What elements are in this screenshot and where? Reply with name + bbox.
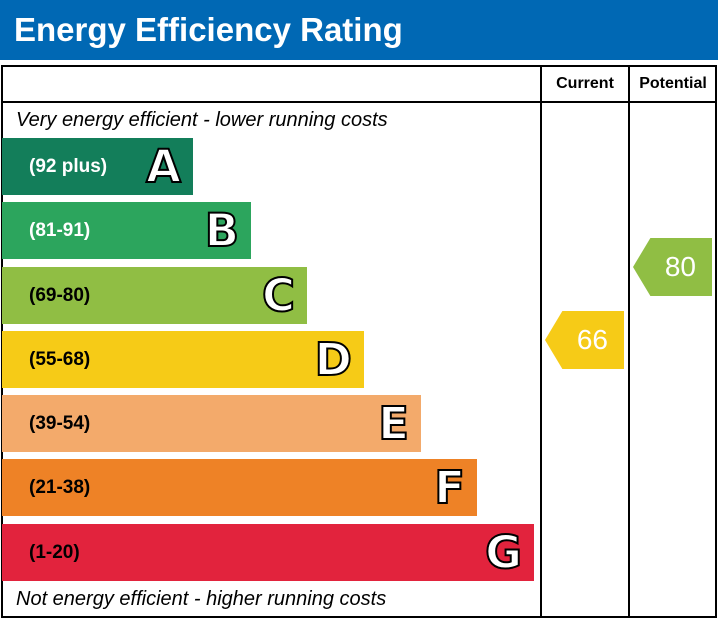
column-divider [540, 65, 542, 618]
potential-rating-arrow: 80 [633, 238, 712, 296]
band-range: (55-68) [29, 348, 91, 370]
band-letter: E [377, 396, 410, 451]
band-bar-e: (39-54) E [2, 395, 421, 452]
current-rating-value: 66 [576, 324, 608, 355]
band-range: (69-80) [29, 284, 91, 306]
band-range: (1-20) [29, 541, 80, 563]
band-range: (92 plus) [29, 155, 108, 177]
column-divider [628, 65, 630, 618]
band-range: (81-91) [29, 219, 91, 241]
bottom-note: Not energy efficient - higher running co… [16, 588, 387, 610]
band-bar-a: (92 plus) A [2, 138, 193, 195]
band-letter: F [433, 460, 466, 515]
band-letter: C [261, 268, 296, 323]
band-bar-f: (21-38) F [2, 459, 477, 516]
band-bar-b: (81-91) B [2, 202, 251, 259]
top-note: Very energy efficient - lower running co… [16, 109, 388, 131]
band-letter: D [314, 332, 353, 387]
band-bar-d: (55-68) D [2, 331, 364, 388]
band-letter: B [204, 203, 240, 258]
current-header: Current [556, 75, 614, 92]
header-divider [1, 101, 717, 103]
band-range: (21-38) [29, 476, 91, 498]
page-title: Energy Efficiency Rating [0, 0, 718, 60]
current-rating-arrow: 66 [545, 311, 624, 369]
band-range: (39-54) [29, 412, 91, 434]
band-bar-g: (1-20) G [2, 524, 534, 581]
band-bar-c: (69-80) C [2, 267, 307, 324]
band-letter: A [145, 139, 182, 194]
potential-rating-value: 80 [664, 251, 696, 282]
potential-header: Potential [639, 75, 707, 92]
band-letter: G [484, 525, 523, 580]
